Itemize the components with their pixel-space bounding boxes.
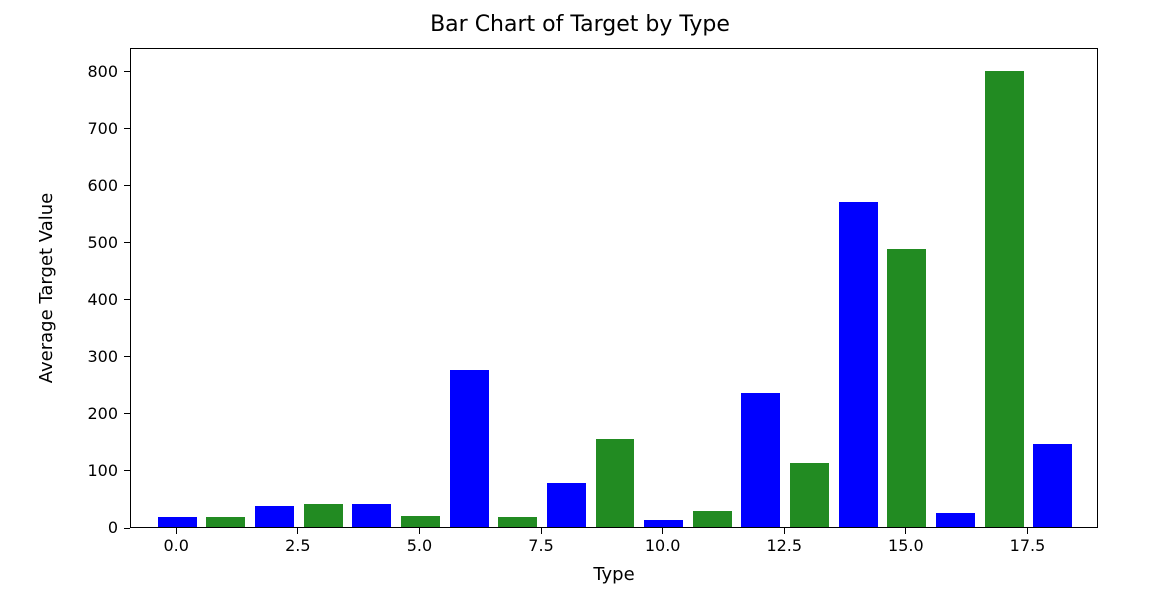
bar xyxy=(936,513,975,527)
y-tick-mark xyxy=(124,185,130,186)
bar xyxy=(1033,444,1072,527)
x-tick-mark xyxy=(419,528,420,534)
x-tick-label: 7.5 xyxy=(501,536,581,555)
y-axis-label: Average Target Value xyxy=(36,48,57,528)
x-tick-mark xyxy=(1027,528,1028,534)
y-tick-mark xyxy=(124,299,130,300)
y-tick-mark xyxy=(124,470,130,471)
y-tick-label: 400 xyxy=(58,290,118,309)
bar xyxy=(206,517,245,527)
y-tick-label: 700 xyxy=(58,119,118,138)
bar xyxy=(450,370,489,527)
x-tick-label: 17.5 xyxy=(987,536,1067,555)
bar xyxy=(158,517,197,527)
y-tick-label: 500 xyxy=(58,233,118,252)
y-tick-label: 800 xyxy=(58,62,118,81)
chart-container: Bar Chart of Target by Type Average Targ… xyxy=(0,0,1160,612)
bar xyxy=(693,511,732,527)
bar xyxy=(255,506,294,527)
bar xyxy=(644,520,683,527)
y-tick-label: 100 xyxy=(58,461,118,480)
bar xyxy=(741,393,780,527)
y-tick-mark xyxy=(124,71,130,72)
bar xyxy=(498,517,537,527)
x-tick-mark xyxy=(297,528,298,534)
x-tick-label: 5.0 xyxy=(379,536,459,555)
y-tick-label: 300 xyxy=(58,347,118,366)
bar xyxy=(596,439,635,527)
x-tick-mark xyxy=(662,528,663,534)
chart-title: Bar Chart of Target by Type xyxy=(0,12,1160,37)
x-axis-label: Type xyxy=(130,564,1098,585)
bar xyxy=(985,71,1024,527)
x-tick-mark xyxy=(176,528,177,534)
x-tick-label: 2.5 xyxy=(258,536,338,555)
plot-area xyxy=(130,48,1098,528)
y-tick-mark xyxy=(124,528,130,529)
y-tick-label: 200 xyxy=(58,404,118,423)
y-tick-mark xyxy=(124,356,130,357)
x-tick-mark xyxy=(784,528,785,534)
x-tick-mark xyxy=(905,528,906,534)
bar xyxy=(304,504,343,527)
bar xyxy=(352,504,391,527)
bar xyxy=(547,483,586,527)
x-tick-label: 12.5 xyxy=(744,536,824,555)
bar xyxy=(790,463,829,527)
y-tick-label: 0 xyxy=(58,518,118,537)
y-tick-mark xyxy=(124,242,130,243)
bar xyxy=(401,516,440,527)
x-tick-label: 10.0 xyxy=(623,536,703,555)
y-tick-label: 600 xyxy=(58,176,118,195)
bar xyxy=(887,249,926,527)
bar xyxy=(839,202,878,527)
y-tick-mark xyxy=(124,128,130,129)
y-tick-mark xyxy=(124,413,130,414)
x-tick-label: 15.0 xyxy=(866,536,946,555)
x-tick-label: 0.0 xyxy=(136,536,216,555)
x-tick-mark xyxy=(541,528,542,534)
